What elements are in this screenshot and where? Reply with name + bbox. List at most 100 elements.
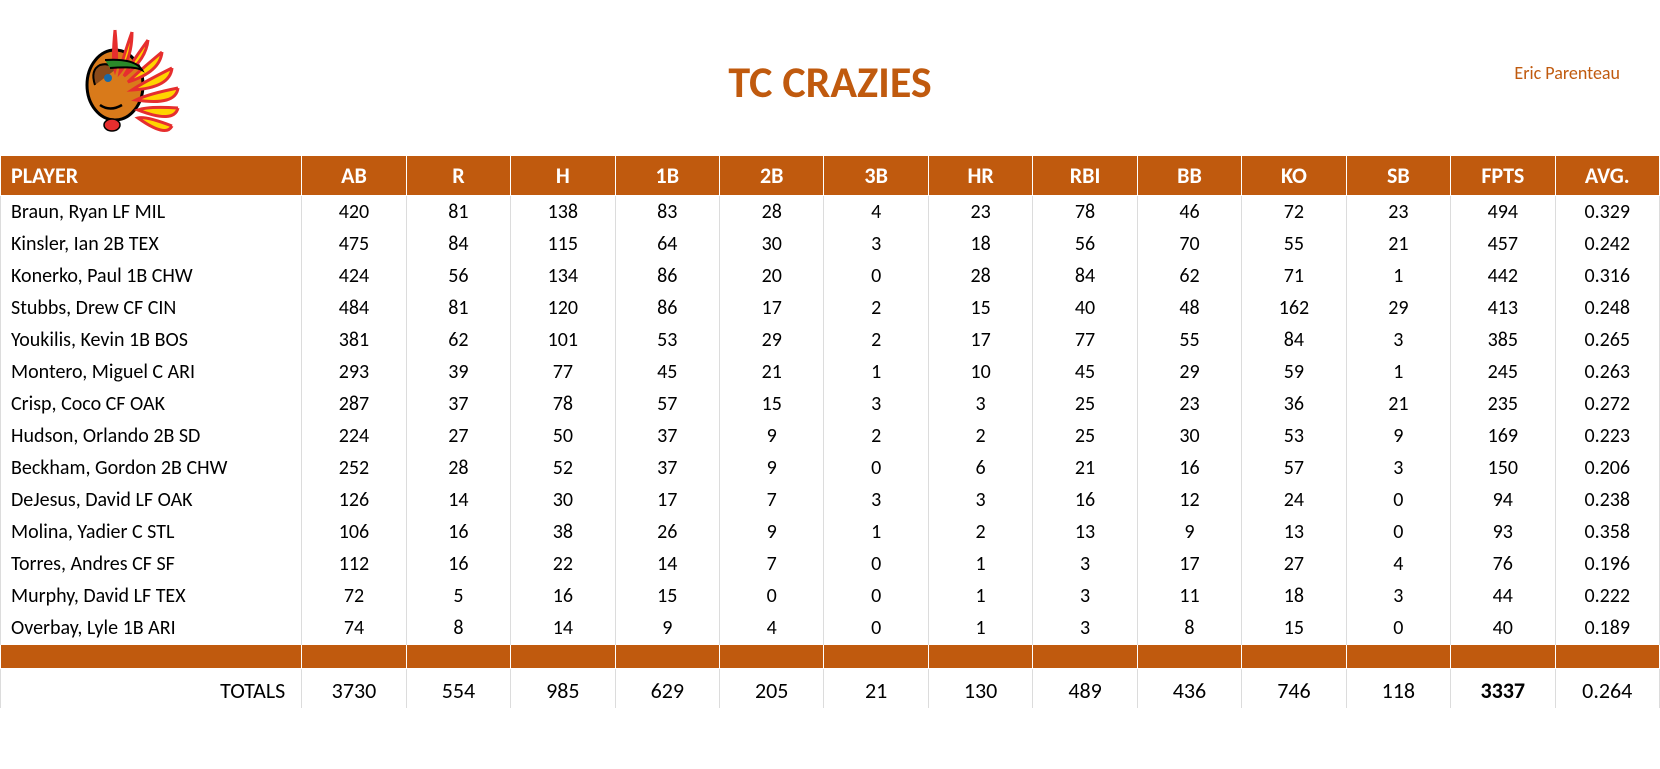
team-title: TC CRAZIES [0,55,1660,109]
stat-cell: 4 [720,612,824,645]
column-header: H [511,156,615,196]
stat-cell: 8 [1137,612,1241,645]
stat-cell: 150 [1451,452,1555,484]
stat-cell: 46 [1137,196,1241,229]
stat-cell: 14 [406,484,510,516]
stat-cell: 134 [511,260,615,292]
stat-cell: 235 [1451,388,1555,420]
stat-cell: 72 [1242,196,1346,229]
stat-cell: 39 [406,356,510,388]
column-header: SB [1346,156,1450,196]
stat-cell: 1 [824,356,928,388]
player-cell: Youkilis, Kevin 1B BOS [1,324,302,356]
stats-table: PLAYERABRH1B2B3BHRRBIBBKOSBFPTSAVG. Brau… [0,155,1660,708]
stat-cell: 28 [406,452,510,484]
stat-cell: 16 [406,548,510,580]
stat-cell: 86 [615,292,719,324]
stat-cell: 30 [1137,420,1241,452]
stat-cell: 9 [615,612,719,645]
stat-cell: 0 [1346,612,1450,645]
stat-cell: 70 [1137,228,1241,260]
stat-cell: 0.358 [1555,516,1659,548]
stat-cell: 252 [302,452,406,484]
column-header: BB [1137,156,1241,196]
stat-cell: 37 [615,420,719,452]
stat-cell: 84 [406,228,510,260]
stat-cell: 50 [511,420,615,452]
stat-cell: 15 [720,388,824,420]
column-header: 3B [824,156,928,196]
stat-cell: 0 [824,452,928,484]
stat-cell: 28 [928,260,1032,292]
separator-row [1,645,1660,669]
stat-cell: 17 [615,484,719,516]
player-cell: DeJesus, David LF OAK [1,484,302,516]
stat-cell: 3 [1346,324,1450,356]
stat-cell: 6 [928,452,1032,484]
stat-cell: 3 [1346,580,1450,612]
stat-cell: 25 [1033,388,1137,420]
stat-cell: 17 [1137,548,1241,580]
column-header: FPTS [1451,156,1555,196]
stat-cell: 106 [302,516,406,548]
stat-cell: 94 [1451,484,1555,516]
stat-cell: 81 [406,292,510,324]
stat-cell: 45 [1033,356,1137,388]
player-cell: Montero, Miguel C ARI [1,356,302,388]
stat-cell: 2 [824,420,928,452]
stat-cell: 17 [928,324,1032,356]
stat-cell: 9 [1346,420,1450,452]
stat-cell: 3 [1033,580,1137,612]
player-cell: Murphy, David LF TEX [1,580,302,612]
table-row: Stubbs, Drew CF CIN484811208617215404816… [1,292,1660,324]
stat-cell: 25 [1033,420,1137,452]
stat-cell: 20 [720,260,824,292]
stat-cell: 23 [928,196,1032,229]
stat-cell: 2 [928,420,1032,452]
stat-cell: 21 [1346,388,1450,420]
stat-cell: 3 [824,228,928,260]
totals-label: TOTALS [1,669,302,709]
stat-cell: 77 [1033,324,1137,356]
column-header: AB [302,156,406,196]
stat-cell: 442 [1451,260,1555,292]
table-row: Hudson, Orlando 2B SD2242750379222530539… [1,420,1660,452]
stat-cell: 293 [302,356,406,388]
stat-cell: 0.248 [1555,292,1659,324]
stat-cell: 16 [1033,484,1137,516]
stat-cell: 53 [615,324,719,356]
stat-cell: 16 [1137,452,1241,484]
stat-cell: 52 [511,452,615,484]
stat-cell: 3 [824,484,928,516]
column-header: KO [1242,156,1346,196]
player-cell: Molina, Yadier C STL [1,516,302,548]
stat-cell: 15 [615,580,719,612]
stat-cell: 48 [1137,292,1241,324]
player-cell: Kinsler, Ian 2B TEX [1,228,302,260]
stat-cell: 27 [406,420,510,452]
stat-cell: 21 [720,356,824,388]
stat-cell: 72 [302,580,406,612]
stat-cell: 62 [406,324,510,356]
stat-cell: 44 [1451,580,1555,612]
stat-cell: 15 [928,292,1032,324]
stat-cell: 0.189 [1555,612,1659,645]
player-cell: Torres, Andres CF SF [1,548,302,580]
stat-cell: 0.223 [1555,420,1659,452]
stat-cell: 81 [406,196,510,229]
stat-cell: 62 [1137,260,1241,292]
stat-cell: 26 [615,516,719,548]
stat-cell: 420 [302,196,406,229]
stat-cell: 1 [824,516,928,548]
stat-cell: 36 [1242,388,1346,420]
stat-cell: 9 [1137,516,1241,548]
stat-cell: 18 [1242,580,1346,612]
stat-cell: 162 [1242,292,1346,324]
stat-cell: 77 [511,356,615,388]
totals-cell: 554 [406,669,510,709]
stat-cell: 0 [1346,516,1450,548]
stat-cell: 45 [615,356,719,388]
stat-cell: 11 [1137,580,1241,612]
player-cell: Konerko, Paul 1B CHW [1,260,302,292]
stat-cell: 16 [511,580,615,612]
